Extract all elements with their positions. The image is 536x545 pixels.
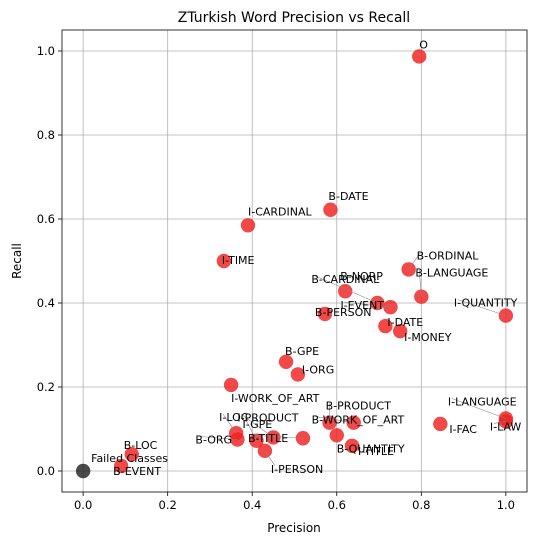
y-tick-label: 0.4 [37,296,55,310]
chart-title: ZTurkish Word Precision vs Recall [178,10,410,26]
point-label-i-event: I-EVENT [340,299,384,312]
y-tick-label: 0.6 [37,212,55,226]
label-leader-line [344,301,391,308]
label-leader-line [451,398,506,419]
x-tick-label: 0.6 [328,498,346,512]
point-label-b-title: B-TITLE [248,432,288,445]
label-leader-line [408,252,421,270]
point-label-o: O [419,38,428,51]
point-label-i-money: I-MONEY [404,331,452,344]
label-leader-line [419,269,422,297]
y-tick-label: 0.8 [37,128,55,142]
point-label-b-event: B-EVENT [113,465,161,478]
x-tick-label: 1.0 [497,498,515,512]
point-label-b-date: B-DATE [328,190,368,203]
label-leader-line [222,414,237,434]
point-label-i-org: I-ORG [302,363,334,376]
point-label-i-product: I-PRODUCT [237,411,298,424]
point-label-i-gpe: I-GPE [242,418,272,431]
point-label-b-gpe: B-GPE [285,345,319,358]
y-tick-label: 0.0 [37,464,55,478]
point-labels: O B-DATE I-CARDINAL I-TIME B-ORDINAL B-CARDIN… [91,38,522,478]
point-label-i-cardinal: I-CARDINAL [248,205,313,218]
grid [62,30,527,492]
point-label-i-date: I-DATE [387,316,423,329]
point-label-b-work-of-art: B-WORK_OF_ART [312,414,405,427]
point-label-i-person: I-PERSON [271,463,323,476]
label-leader-line [264,450,276,467]
point-label-i-law: I-LAW [490,420,522,433]
label-leader-line [457,299,506,316]
point-b-loc [124,447,139,462]
x-tick-label: 0.0 [74,498,92,512]
x-tick-label: 0.4 [243,498,261,512]
point-b-event [113,458,129,474]
point-label-b-loc: B-LOC [124,439,158,452]
point-label-i-work-of-art: I-WORK_OF_ART [231,392,320,405]
point-label-b-org: B-ORG [195,434,232,447]
point-i-time [216,253,232,269]
point-failed-classes [75,463,91,479]
point-label-i-loc: I-LOC [219,411,249,424]
label-leader-line [199,436,238,440]
y-tick-label: 1.0 [37,44,55,58]
label-leader-line [246,420,257,441]
x-tick-label: 0.2 [159,498,177,512]
point-b-gpe [278,354,294,369]
axis-ticks: 0.0 0.2 0.4 0.6 0.8 1.0 0.0 0.2 0.4 0.6 0.8 1.0 [37,44,515,512]
y-tick-label: 0.2 [37,380,55,394]
point-i-person [257,443,273,459]
point-i-fac [433,416,448,432]
point-i-money [392,323,408,339]
point-label-b-cardinal: B-CARDINAL [311,273,380,286]
label-leader-line [251,434,303,439]
label-leader-line [315,416,354,423]
point-label-b-norp: B-NORP [340,270,383,283]
point-label-i-fac: I-FAC [449,423,477,436]
point-label-b-person: B-PERSON [315,306,372,319]
point-i-work-of-art [223,377,239,393]
point-label-i-title: I-TITLE [358,445,394,458]
point-label-b-product: B-PRODUCT [326,400,392,413]
point-i-title [344,438,360,453]
point-b-date [323,202,338,217]
label-leader-line [315,275,378,304]
label-leader-line [493,421,506,424]
point-label-b-quantity: B-QUANTITY [337,442,405,455]
x-tick-label: 0.8 [412,498,430,512]
point-label-i-quantity: I-QUANTITY [454,297,518,310]
point-label-b-language: B-LANGUAGE [415,267,488,280]
label-leader-line [241,414,274,438]
point-i-date [378,318,393,334]
x-axis-label: Precision [267,521,321,535]
point-label-failed-classes: Failed Classes [91,452,168,465]
point-label-b-ordinal: B-ORDINAL [417,249,480,262]
point-label-i-language: I-LANGUAGE [448,396,517,409]
point-o [412,49,427,64]
point-b-person [317,306,333,322]
point-label-i-time: I-TIME [222,254,255,267]
y-axis-label: Recall [10,243,24,279]
point-b-quantity [329,428,344,443]
point-i-org [290,367,306,382]
plot-frame [61,29,528,493]
point-i-cardinal [240,218,256,233]
